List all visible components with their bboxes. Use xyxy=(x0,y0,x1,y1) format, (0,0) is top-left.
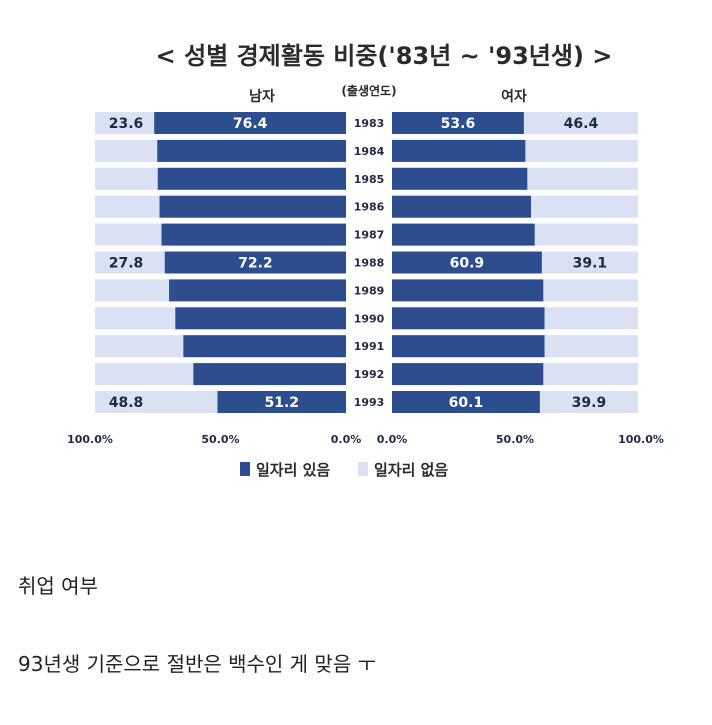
caption-comment: 93년생 기준으로 절반은 백수인 게 맞음 ㅜ xyxy=(18,652,376,676)
male-axis-tick-label: 100.0% xyxy=(67,433,113,446)
birth-year-label: 1992 xyxy=(354,368,385,381)
female-bar-employed xyxy=(392,139,526,162)
birth-year-label: 1991 xyxy=(354,340,385,353)
data-label-male-employed: 72.2 xyxy=(238,256,273,272)
male-bar-employed xyxy=(169,279,346,302)
male-bar-employed xyxy=(157,139,346,162)
data-label-male-employed: 51.2 xyxy=(264,395,299,411)
data-label-female-unemployed: 46.4 xyxy=(564,116,599,132)
male-bar-employed xyxy=(154,112,346,134)
male-bar-employed xyxy=(183,335,346,358)
female-bar-employed xyxy=(392,391,540,413)
data-label-female-employed: 53.6 xyxy=(441,116,476,132)
data-label-male-unemployed: 23.6 xyxy=(109,116,144,132)
female-axis-tick-label: 50.0% xyxy=(496,433,534,446)
male-bar-employed xyxy=(193,363,346,386)
female-header: 여자 xyxy=(501,88,527,105)
birth-year-label: 1985 xyxy=(354,173,385,186)
birth-year-header: (출생연도) xyxy=(341,83,396,98)
pyramid-bar-chart: < 성별 경제활동 비중('83년 ~ '93년생) > 남자 (출생연도) 여… xyxy=(67,42,664,479)
birth-year-label: 1989 xyxy=(354,284,385,297)
chart-title: < 성별 경제활동 비중('83년 ~ '93년생) > xyxy=(156,42,613,70)
female-bar-employed xyxy=(392,251,542,274)
male-bar-employed xyxy=(164,251,346,274)
legend-swatch-employed xyxy=(240,462,250,476)
birth-year-label: 1990 xyxy=(354,312,385,325)
female-axis-tick-label: 100.0% xyxy=(618,433,664,446)
data-label-female-employed: 60.9 xyxy=(450,256,485,272)
legend-label-employed: 일자리 있음 xyxy=(256,461,330,479)
legend-swatch-unemployed xyxy=(358,462,368,476)
data-label-female-unemployed: 39.9 xyxy=(572,395,607,411)
female-bar-employed xyxy=(392,363,544,386)
data-label-male-unemployed: 27.8 xyxy=(109,256,144,272)
birth-year-label: 1987 xyxy=(354,229,385,242)
female-bar-employed xyxy=(392,195,531,218)
data-label-female-unemployed: 39.1 xyxy=(573,256,608,272)
birth-year-label: 1984 xyxy=(354,145,385,158)
caption-employment: 취업 여부 xyxy=(18,574,98,598)
male-bar-employed xyxy=(217,391,346,413)
female-bar-employed xyxy=(392,279,544,302)
female-bar-employed xyxy=(392,307,545,330)
male-bar-employed xyxy=(159,195,346,218)
legend-label-unemployed: 일자리 없음 xyxy=(374,461,448,479)
male-bar-employed xyxy=(175,307,346,330)
male-axis-tick-label: 0.0% xyxy=(331,433,362,446)
male-header: 남자 xyxy=(249,88,275,105)
female-bar-employed xyxy=(392,167,528,190)
male-bar-employed xyxy=(161,223,346,246)
data-label-female-employed: 60.1 xyxy=(449,395,484,411)
data-label-male-employed: 76.4 xyxy=(233,116,268,132)
chart-legend: 일자리 있음 일자리 없음 xyxy=(240,461,448,479)
female-axis-tick-label: 0.0% xyxy=(377,433,408,446)
female-bar-employed xyxy=(392,335,545,358)
data-label-male-unemployed: 48.8 xyxy=(109,395,144,411)
birth-year-label: 1986 xyxy=(354,201,385,214)
male-bar-employed xyxy=(157,167,346,190)
female-bar-employed xyxy=(392,112,524,134)
birth-year-label: 1993 xyxy=(354,396,385,409)
female-bar-employed xyxy=(392,223,535,246)
birth-year-label: 1988 xyxy=(354,257,385,270)
male-axis-tick-label: 50.0% xyxy=(201,433,239,446)
birth-year-label: 1983 xyxy=(354,117,385,130)
